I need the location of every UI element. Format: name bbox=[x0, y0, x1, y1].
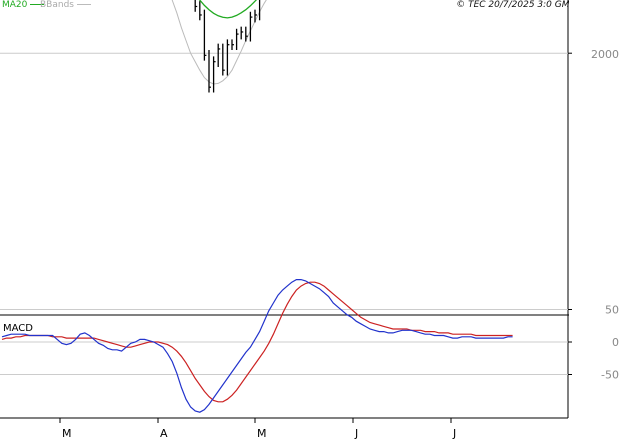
ma20-line bbox=[198, 0, 258, 19]
legend-bbands: BBands bbox=[40, 0, 91, 10]
bband-lower-line bbox=[171, 0, 267, 85]
macd-title: MACD bbox=[3, 323, 33, 334]
macd-tick-label: 50 bbox=[605, 304, 619, 317]
macd-tick-label: 0 bbox=[612, 336, 619, 349]
legend-ma20: MA20 bbox=[2, 0, 45, 10]
macd-line bbox=[1, 279, 513, 413]
x-tick-label: A bbox=[160, 427, 168, 440]
legend-ma20-label: MA20 bbox=[2, 0, 28, 10]
legend-ma20-swatch bbox=[30, 4, 45, 5]
legend-bbands-swatch bbox=[76, 4, 91, 5]
macd-signal-line bbox=[1, 281, 513, 403]
legend-bbands-label: BBands bbox=[40, 0, 74, 10]
copyright-text: © TEC 20/7/2025 3:0 GMT bbox=[456, 0, 575, 10]
macd-tick-label: -50 bbox=[601, 369, 619, 382]
scale-gutter bbox=[569, 0, 627, 440]
x-tick-label: J bbox=[354, 427, 358, 440]
x-tick-label: J bbox=[452, 427, 456, 440]
x-tick-label: M bbox=[62, 427, 72, 440]
price-tick-label: 2000 bbox=[591, 48, 619, 61]
x-tick-label: M bbox=[257, 427, 267, 440]
